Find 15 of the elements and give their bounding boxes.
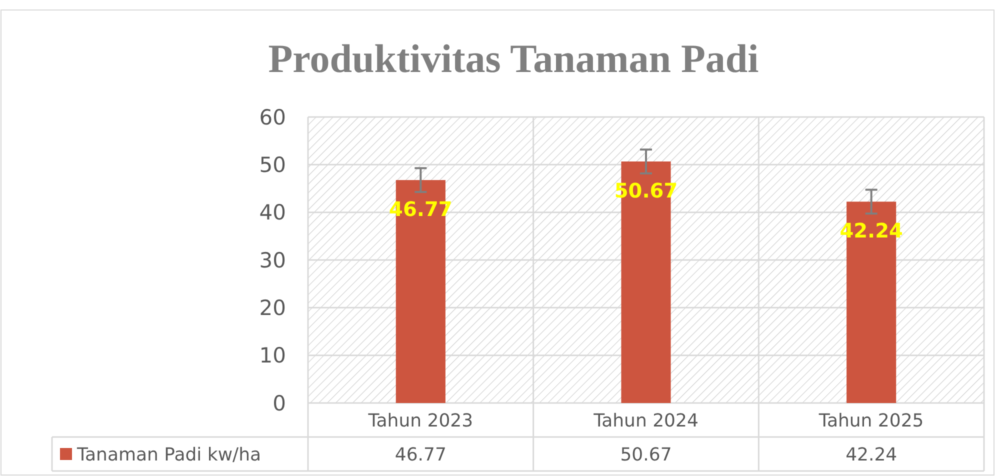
text: 46.77 <box>394 444 446 466</box>
legend-label: Tanaman Padi kw/ha <box>76 444 262 466</box>
x-tick-label: Tahun 2023 <box>367 410 474 432</box>
text: 42.24 <box>846 444 898 466</box>
y-tick-label: 10 <box>259 344 286 368</box>
y-tick-label: 40 <box>259 200 286 225</box>
y-tick-label: 20 <box>259 296 286 320</box>
x-tick-label: Tahun 2025 <box>818 410 924 432</box>
chart-title: Produktivitas Tanaman Padi <box>268 36 759 81</box>
y-tick-label: 60 <box>259 105 286 130</box>
y-tick-label: 50 <box>259 153 286 178</box>
x-tick-label: Tahun 2024 <box>592 410 698 432</box>
y-tick-label: 0 <box>272 391 286 416</box>
y-tick-label: 30 <box>259 248 286 272</box>
text: 50.67 <box>620 444 672 466</box>
